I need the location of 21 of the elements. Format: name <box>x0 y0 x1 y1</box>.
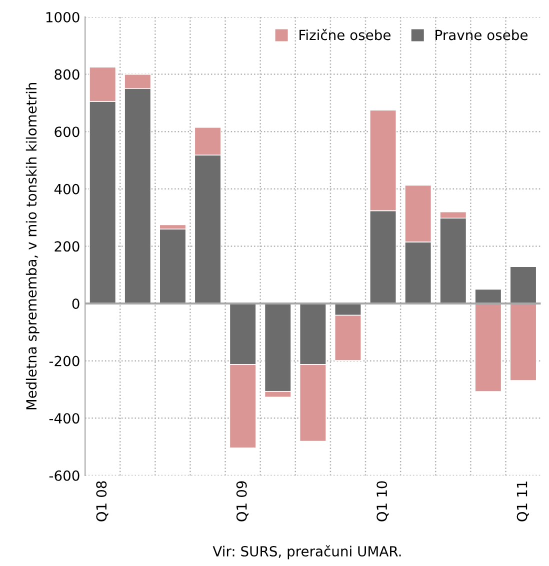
y-tick-label: 600 <box>54 126 80 138</box>
y-tick-label: 0 <box>72 298 80 309</box>
y-tick-label: -400 <box>49 413 80 424</box>
y-tick-label: -600 <box>49 470 80 481</box>
y-tick-label: 200 <box>54 241 80 252</box>
legend-label: Pravne osebe <box>436 29 528 40</box>
bar <box>510 303 537 382</box>
x-tick-label: Q1 10 <box>376 481 389 522</box>
x-tick-label: Q1 08 <box>96 481 108 522</box>
y-tick-label: 1000 <box>46 12 80 22</box>
y-axis-title: Medletna sprememba, v mio tonskih kilometrih <box>26 82 40 410</box>
y-tick-label: 400 <box>54 184 80 194</box>
text: Vir: SURS, preračuni UMAR. <box>212 545 401 560</box>
bar <box>474 303 502 392</box>
bar <box>159 228 186 304</box>
y-tick-label: -200 <box>49 356 80 366</box>
y-tick-label: 800 <box>54 69 80 80</box>
legend-label: Fizične osebe <box>300 28 390 40</box>
bar <box>510 266 537 304</box>
x-tick-label: Q1 09 <box>236 481 248 522</box>
x-tick-label: Q1 11 <box>516 482 529 522</box>
